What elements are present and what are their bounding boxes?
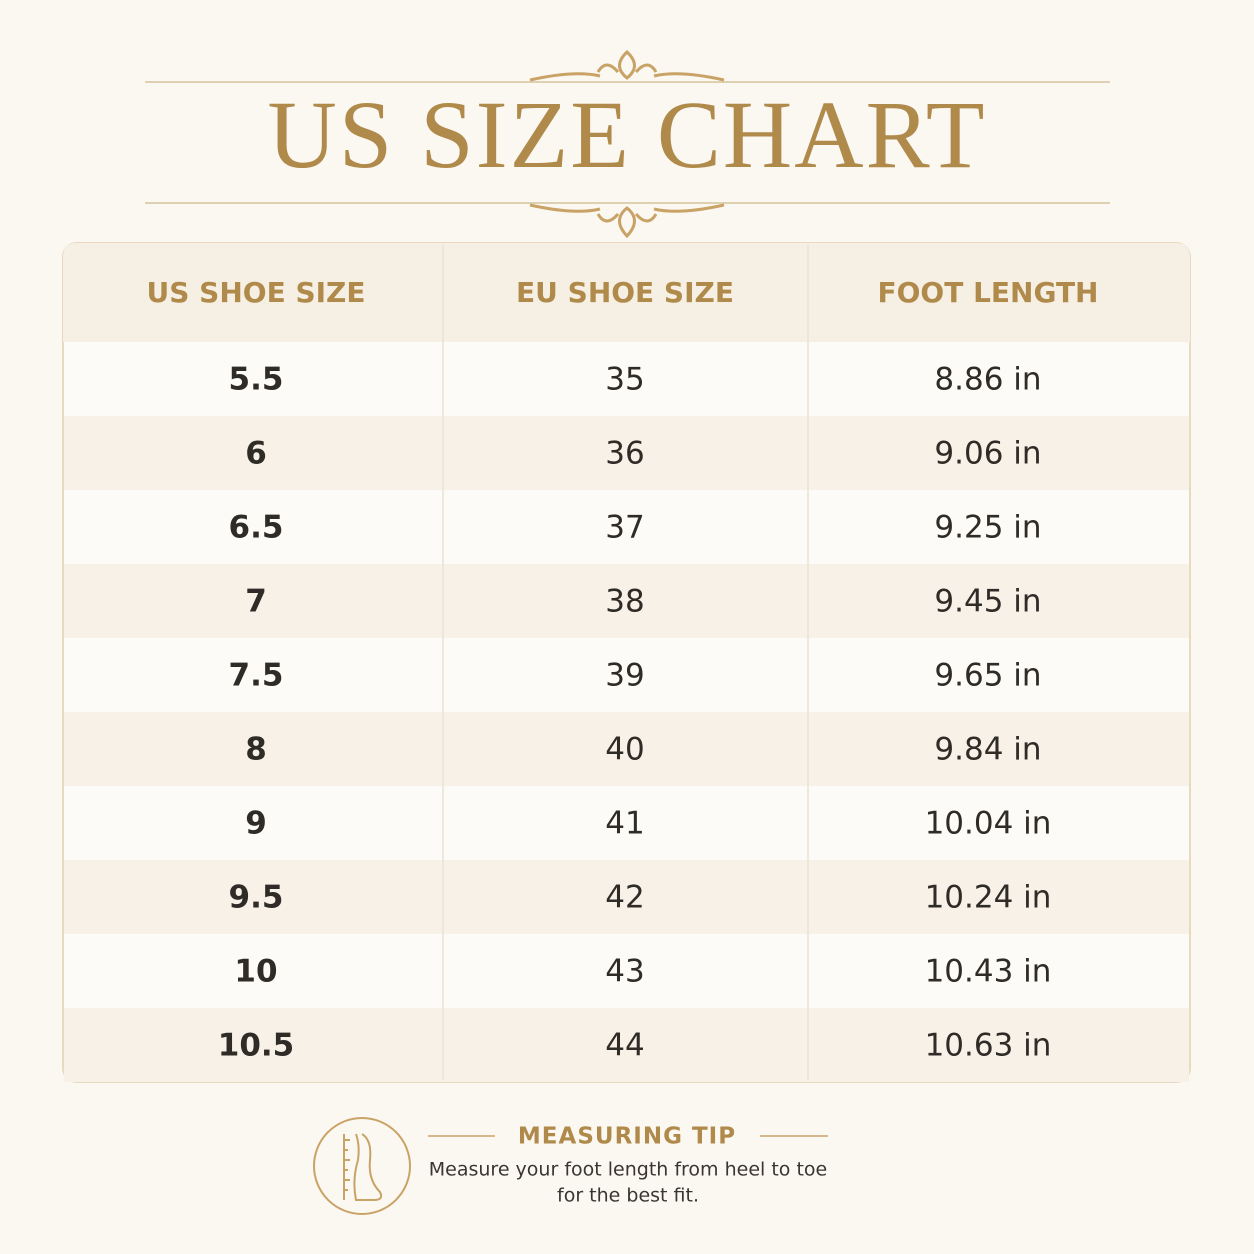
table-cell: 6.5: [229, 510, 284, 546]
table-cell: 10.24 in: [925, 880, 1052, 916]
table-cell: 39: [605, 658, 644, 694]
column-header: EU SHOE SIZE: [516, 276, 734, 309]
column-header: US SHOE SIZE: [147, 276, 366, 309]
table-cell: 9.65 in: [934, 658, 1041, 694]
title: US SIZE CHART: [268, 81, 987, 188]
ornaments: [145, 49, 1110, 239]
tip-title: MEASURING TIP: [518, 1124, 736, 1150]
table-cell: 6: [245, 436, 267, 472]
table-cell: 43: [605, 954, 644, 990]
table-cell: 38: [605, 584, 644, 620]
table-cell: 9.84 in: [934, 732, 1041, 768]
table-cell: 36: [605, 436, 644, 472]
table-cell: 44: [605, 1028, 644, 1064]
tip-icon: [313, 1117, 411, 1215]
table-cell: 10.5: [218, 1028, 295, 1064]
table-cell: 8: [245, 732, 267, 768]
table-cell: 10: [234, 954, 277, 990]
table-cell: 5.5: [229, 362, 284, 398]
table-cell: 9.5: [229, 880, 284, 916]
table-cell: 9.45 in: [934, 584, 1041, 620]
table-cell: 10.04 in: [925, 806, 1052, 842]
table-cell: 7.5: [229, 658, 284, 694]
table-cell: 8.86 in: [934, 362, 1041, 398]
table-cell: 9.25 in: [934, 510, 1041, 546]
row-stripe: [64, 1008, 1189, 1082]
table-cell: 9.06 in: [934, 436, 1041, 472]
table-cell: 41: [605, 806, 644, 842]
table-cell: 10.43 in: [925, 954, 1052, 990]
table-cell: 35: [605, 362, 644, 398]
table-cell: 42: [605, 880, 644, 916]
row-stripe: [64, 564, 1189, 638]
table-cell: 7: [245, 584, 267, 620]
row-stripe: [64, 416, 1189, 490]
table-header-bg: [63, 243, 1190, 342]
tip-text: for the best fit.: [557, 1185, 699, 1207]
table-cell: 10.63 in: [925, 1028, 1052, 1064]
row-stripe: [64, 860, 1189, 934]
tip-text: Measure your foot length from heel to to…: [429, 1159, 827, 1181]
table-cell: 9: [245, 806, 267, 842]
table-content: US SHOE SIZE EU SHOE SIZE FOOT LENGTH 5.5 35…: [64, 276, 1189, 1082]
row-stripe: [64, 712, 1189, 786]
column-header: FOOT LENGTH: [877, 276, 1098, 309]
table-cell: 40: [605, 732, 644, 768]
table-cell: 37: [605, 510, 644, 546]
